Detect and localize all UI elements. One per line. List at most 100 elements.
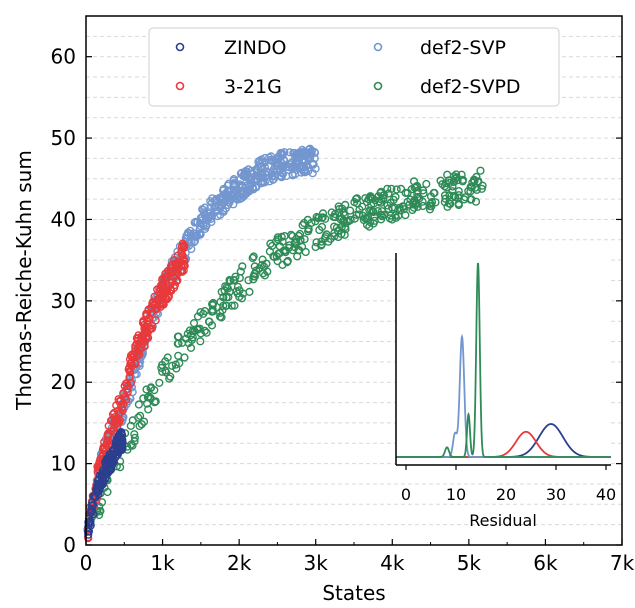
scatter-point [86, 508, 96, 518]
scatter-point [341, 200, 350, 210]
main-scatter [83, 144, 487, 543]
scatter-point [292, 159, 301, 168]
scatter-point [137, 343, 146, 352]
scatter-point [196, 230, 205, 239]
scatter-point [223, 284, 233, 293]
scatter-point [300, 235, 309, 244]
scatter-point [217, 287, 226, 296]
scatter-point [413, 181, 422, 191]
scatter-point [104, 421, 113, 431]
scatter-point [340, 230, 349, 239]
scatter-point [213, 212, 222, 221]
scatter-point [422, 179, 431, 189]
scatter-point [322, 230, 331, 239]
scatter-point [304, 167, 313, 176]
scatter-point [106, 460, 115, 470]
scatter-point [261, 173, 270, 182]
inset-curves [396, 262, 611, 458]
scatter-point [204, 212, 214, 221]
legend-marker-def2svpd [373, 81, 383, 91]
scatter-point [158, 298, 167, 308]
scatter-point [239, 171, 248, 181]
scatter-point [127, 440, 136, 449]
scatter-point [94, 475, 104, 484]
scatter-point [156, 284, 165, 293]
x-tick-label: 1k [150, 551, 175, 575]
scatter-point [277, 232, 286, 242]
scatter-point [288, 246, 298, 255]
scatter-point [94, 510, 104, 520]
scatter-point [168, 278, 177, 287]
scatter-point [410, 196, 419, 205]
scatter-point [144, 405, 153, 414]
scatter-point [237, 181, 246, 191]
scatter-point [451, 193, 460, 202]
y-tick-label: 20 [51, 370, 76, 394]
scatter-point [224, 179, 233, 188]
scatter-point [219, 186, 228, 195]
scatter-point [350, 214, 359, 223]
scatter-point [229, 181, 238, 190]
scatter-point [383, 184, 392, 193]
x-tick-label: 2k [227, 551, 252, 575]
legend-label-def2svpd: def2-SVPD [420, 76, 521, 98]
scatter-point [84, 522, 93, 532]
scatter-point [243, 167, 252, 177]
scatter-point [249, 275, 258, 284]
x-tick-label: 0 [80, 551, 93, 575]
scatter-point [431, 198, 440, 207]
scatter-point [339, 216, 348, 225]
scatter-point [186, 226, 195, 235]
scatter-point [440, 198, 449, 207]
scatter-point [265, 247, 275, 256]
legend-marker-def2svp [373, 42, 383, 52]
scatter-point [469, 175, 479, 184]
legend-label-321g: 3-21G [224, 76, 282, 98]
scatter-point [162, 368, 171, 377]
scatter-point [317, 237, 326, 246]
scatter-point [150, 398, 159, 407]
scatter-point [464, 186, 473, 196]
x-tick-label: 7k [610, 551, 635, 575]
scatter-point [143, 310, 152, 319]
scatter-point [96, 506, 105, 516]
scatter-point [126, 351, 136, 360]
y-axis-title: Thomas-Reiche-Kuhn sum [12, 150, 36, 411]
scatter-point [317, 222, 327, 232]
x-tick-label: 5k [457, 551, 482, 575]
scatter-point [139, 316, 148, 326]
scatter-point [124, 365, 133, 374]
scatter-point [239, 289, 248, 298]
main-ticks: 0 1k 2k 3k 4k 5k 6k 7k 0 10 20 30 40 50 60 [51, 45, 635, 575]
scatter-point [308, 169, 317, 178]
scatter-point [226, 190, 235, 200]
scatter-point [291, 170, 300, 179]
scatter-point [196, 337, 205, 346]
legend: ZINDO 3-21G def2-SVP def2-SVPD [148, 27, 560, 107]
scatter-point [266, 155, 275, 165]
scatter-point [103, 432, 113, 441]
scatter-point [452, 170, 461, 179]
scatter-point [392, 185, 401, 194]
scatter-point [226, 276, 235, 286]
scatter-point [366, 193, 375, 202]
scatter-point [151, 316, 160, 325]
scatter-point [405, 200, 414, 209]
scatter-point [476, 166, 485, 175]
scatter-point [296, 149, 306, 158]
scatter-point [146, 309, 155, 318]
scatter-point [329, 212, 338, 222]
scatter-point [250, 269, 259, 279]
scatter-point [415, 194, 424, 203]
scatter-point [174, 351, 183, 360]
scatter-point [283, 258, 292, 267]
scatter-point [250, 262, 259, 271]
scatter-point [166, 267, 175, 276]
scatter-point [157, 280, 166, 290]
scatter-point [115, 463, 125, 472]
scatter-point [230, 301, 239, 310]
scatter-point [409, 200, 418, 209]
inset-curve [396, 262, 611, 458]
scatter-point [177, 266, 187, 275]
